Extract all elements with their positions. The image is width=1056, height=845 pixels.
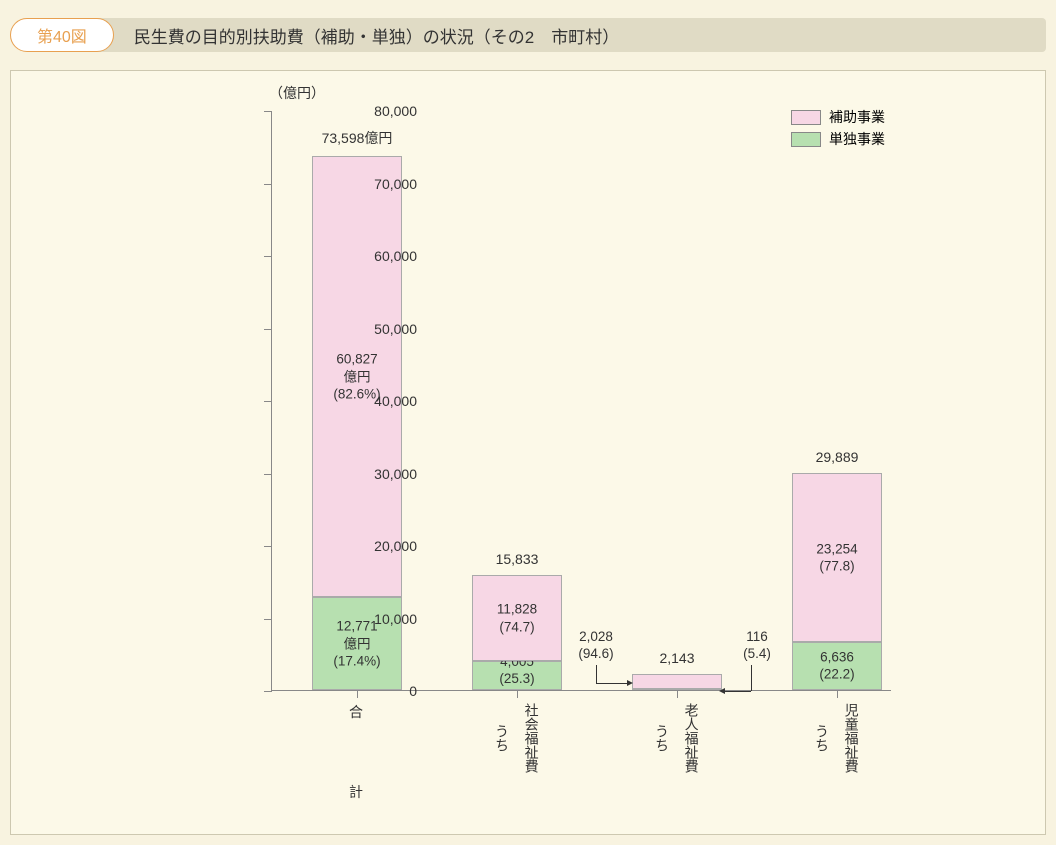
y-tick [264,546,272,547]
plot-area: 12,771億円(17.4%)60,827億円(82.6%)73,598億円4,… [271,111,891,691]
y-tick-label: 40,000 [374,393,417,409]
figure-number: 第40図 [37,29,87,46]
y-tick [264,111,272,112]
y-tick-label: 20,000 [374,538,417,554]
y-tick-label: 70,000 [374,176,417,192]
x-category-label: 合計 [311,703,401,802]
callout-subsidized: 2,028(94.6) [561,628,631,663]
bar-segment-label: 11,828(74.7) [472,601,562,636]
figure-title-bar: 民生費の目的別扶助費（補助・単独）の状況（その2 市町村） [94,18,1046,52]
x-tick [517,690,518,698]
x-tick [837,690,838,698]
bar-total-label: 73,598億円 [312,128,402,148]
bar-segment-label: 6,636(22.2) [792,648,882,683]
bar-segment-subsidized [632,674,722,689]
callout-independent: 116(5.4) [727,628,787,663]
y-tick-label: 60,000 [374,248,417,264]
arrow-head-icon [627,680,633,686]
y-tick-label: 0 [409,683,417,699]
x-category-label: うち社会福祉費 [471,703,561,773]
chart-container: （億円） 補助事業 単独事業 12,771億円(17.4%)60,827億円(8… [10,70,1046,835]
y-tick [264,329,272,330]
y-tick [264,401,272,402]
figure-header: 第40図 民生費の目的別扶助費（補助・単独）の状況（その2 市町村） [10,18,1046,52]
bar-total-label: 29,889 [792,449,882,465]
x-tick [357,690,358,698]
y-tick-label: 80,000 [374,103,417,119]
bar-segment-label: 23,254(77.8) [792,540,882,575]
y-tick-label: 10,000 [374,611,417,627]
x-category-label: うち老人福祉費 [631,703,721,773]
x-category-label: うち児童福祉費 [791,703,881,773]
y-tick [264,184,272,185]
bar-total-label: 15,833 [472,551,562,567]
y-axis-unit: （億円） [269,83,325,103]
y-tick [264,474,272,475]
arrow-head-icon [719,688,725,694]
y-tick [264,619,272,620]
y-tick-label: 30,000 [374,466,417,482]
figure-number-pill: 第40図 [10,18,114,52]
y-tick-label: 50,000 [374,321,417,337]
y-tick [264,691,272,692]
y-tick [264,256,272,257]
figure-title: 民生費の目的別扶助費（補助・単独）の状況（その2 市町村） [134,23,619,48]
bar-total-label: 2,143 [632,650,722,666]
x-tick [677,690,678,698]
